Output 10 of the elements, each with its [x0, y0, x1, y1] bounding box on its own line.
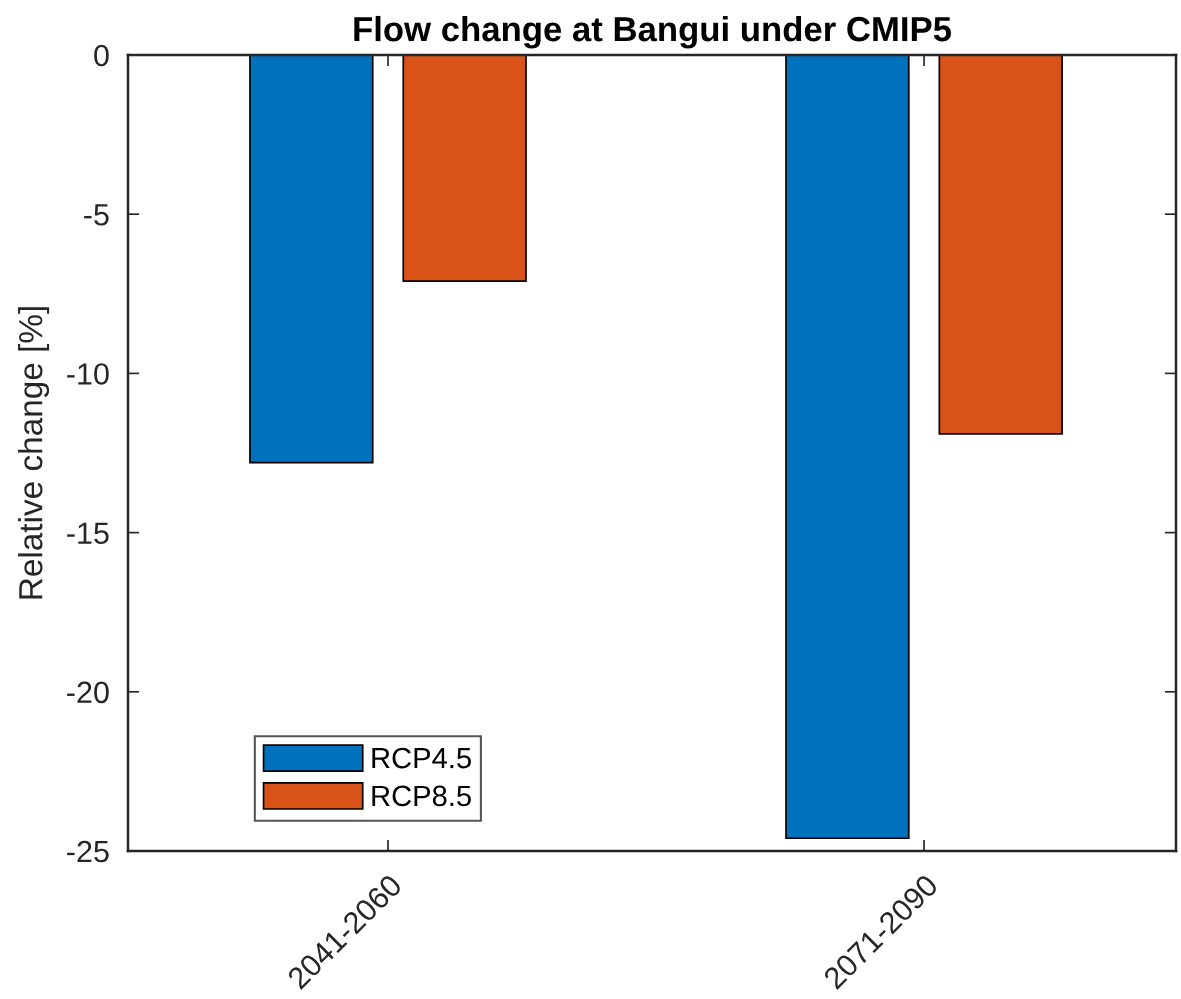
y-tick-label: -15 — [67, 522, 109, 544]
y-tick-label: -10 — [67, 363, 109, 385]
chart-title: Flow change at Bangui under CMIP5 — [354, 15, 952, 49]
y-tick-label: -20 — [67, 681, 109, 704]
y-tick-label: -5 — [84, 204, 109, 226]
legend-label: RCP8.5 — [372, 785, 471, 807]
y-tick-label: -25 — [67, 840, 109, 863]
y-tick-label: 0 — [94, 44, 109, 67]
y-axis-title: Relative change [%] — [18, 307, 50, 599]
legend-label: RCP4.5 — [372, 747, 471, 769]
